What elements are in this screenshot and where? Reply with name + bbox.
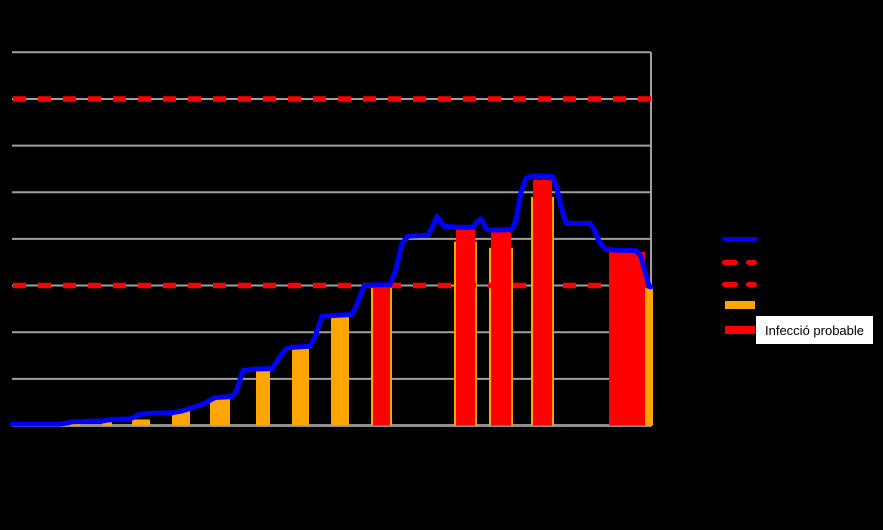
legend-line-swatch xyxy=(722,237,758,241)
legend-bar-swatch xyxy=(725,301,755,309)
dash-segment xyxy=(722,281,738,287)
dash-segment xyxy=(746,259,757,265)
bar-orange-series xyxy=(256,368,270,426)
legend-label: Infecció probable xyxy=(765,322,865,338)
legend-item xyxy=(722,248,757,276)
legend-item: Infecció probable xyxy=(722,316,874,344)
dash-segment xyxy=(746,281,757,287)
bar-orange-series xyxy=(645,287,653,426)
bar-infeccio-probable xyxy=(609,251,645,426)
legend-dashed-line-swatch xyxy=(722,281,757,287)
bar-orange-series xyxy=(292,348,309,426)
legend-item xyxy=(722,270,757,298)
legend: Infecció probable xyxy=(722,0,883,530)
bar-orange-series xyxy=(331,316,349,426)
bar-infeccio-probable xyxy=(373,284,390,426)
legend-item xyxy=(722,225,758,253)
bar-infeccio-probable xyxy=(491,230,511,426)
legend-item xyxy=(722,291,755,319)
dash-segment xyxy=(722,259,738,265)
bar-orange-series xyxy=(102,422,112,426)
blue-line xyxy=(9,173,654,427)
bar-orange-series xyxy=(210,397,230,426)
bar-orange-series xyxy=(132,419,150,426)
legend-bar-swatch xyxy=(725,326,755,334)
legend-dashed-line-swatch xyxy=(722,259,757,265)
bar-orange-series xyxy=(70,423,80,426)
bar-infeccio-probable xyxy=(456,226,475,426)
bar-infeccio-probable xyxy=(533,179,552,426)
legend-label-box: Infecció probable xyxy=(756,316,874,344)
bar-orange-series xyxy=(172,411,190,426)
